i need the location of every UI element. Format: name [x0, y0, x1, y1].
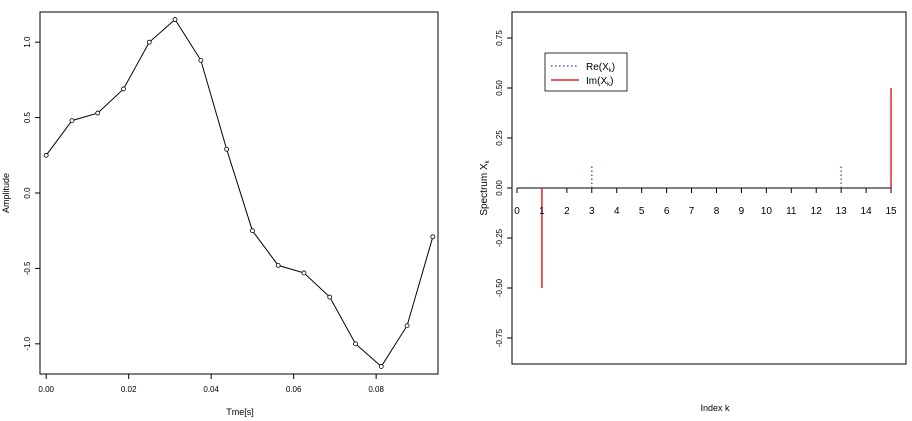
data-point [69, 118, 75, 123]
data-point [404, 323, 410, 329]
data-point [301, 270, 307, 276]
series [43, 17, 436, 369]
y-axis: -1.0 -0.5 0.0 0.5 1.0 [23, 36, 40, 351]
y-tick-label: 0.25 [495, 130, 504, 146]
y-tick-label: -0.25 [495, 228, 504, 247]
y-tick-label: -0.5 [23, 261, 32, 275]
data-point [172, 17, 178, 22]
index-label: 10 [761, 206, 773, 217]
data-point [146, 39, 152, 45]
x-tick-label: 0.08 [368, 385, 384, 394]
y-tick-label: -1.0 [23, 336, 32, 350]
legend-box [544, 52, 628, 92]
index-labels: 0 1 2 3 4 5 6 7 8 9 10 11 12 13 14 15 [514, 206, 897, 217]
index-label: 4 [614, 206, 620, 217]
y-tick-label: -0.50 [495, 278, 504, 297]
x-axis-label: Tme[s] [226, 407, 254, 417]
index-label: 0 [514, 206, 520, 217]
data-point [43, 152, 49, 158]
y-tick-label: 0.75 [495, 30, 504, 46]
legend: Re(Xk) Im(Xk) [544, 52, 628, 92]
data-point [95, 110, 101, 116]
x-axis-label: Index k [700, 403, 730, 413]
index-label: 7 [689, 206, 695, 217]
index-label: 1 [539, 206, 545, 217]
series-line [45, 18, 434, 368]
data-point [327, 294, 333, 300]
data-point [353, 341, 358, 347]
x-tick-label: 0.00 [38, 385, 54, 394]
data-point [224, 146, 230, 152]
x-tick-label: 0.04 [203, 385, 219, 394]
zero-axis [516, 187, 892, 193]
data-point [275, 262, 281, 268]
index-label: 14 [861, 206, 873, 217]
data-point [378, 364, 384, 369]
index-label: 2 [564, 206, 570, 217]
data-point [250, 228, 255, 234]
index-label: 8 [714, 206, 720, 217]
y-axis-label: Spectrum Xk [479, 159, 491, 215]
y-axis: -0.75 -0.50 -0.25 0.00 0.25 0.50 0.75 [495, 30, 512, 347]
time-domain-chart: -1.0 -0.5 0.0 0.5 1.0 0.00 0.02 0.04 0.06 0.08 T… [1, 11, 439, 417]
data-point [430, 234, 436, 240]
y-tick-label: 0.5 [23, 111, 32, 123]
index-label: 9 [739, 206, 745, 217]
y-tick-label: 0.0 [23, 187, 32, 199]
index-label: 5 [639, 206, 645, 217]
legend-label-im: Im(Xk) [586, 76, 613, 88]
data-point [198, 57, 204, 63]
y-tick-label: 0.50 [495, 80, 504, 96]
index-label: 12 [811, 206, 823, 217]
y-tick-label: 1.0 [23, 36, 32, 48]
y-tick-label: -0.75 [495, 328, 504, 347]
index-label: 13 [836, 206, 848, 217]
index-label: 6 [664, 206, 670, 217]
y-axis-label: Amplitude [1, 173, 11, 213]
index-label: 15 [885, 206, 897, 217]
y-tick-label: 0.00 [495, 180, 504, 196]
index-label: 3 [589, 206, 595, 217]
stems [541, 88, 892, 288]
x-tick-label: 0.06 [286, 385, 302, 394]
plot-frame [39, 11, 439, 375]
x-axis: 0.00 0.02 0.04 0.06 0.08 [38, 374, 384, 394]
legend-label-re: Re(Xk) [586, 62, 615, 74]
index-label: 11 [786, 206, 797, 217]
data-point [121, 86, 126, 92]
x-tick-label: 0.02 [121, 385, 137, 394]
